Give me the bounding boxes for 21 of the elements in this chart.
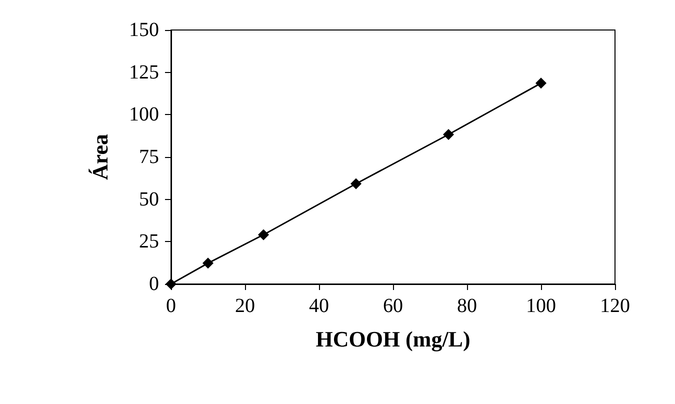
x-tick-label: 100 bbox=[526, 295, 556, 317]
point bbox=[258, 229, 269, 240]
y-tick-label: 150 bbox=[129, 19, 159, 41]
x-axis-title: HCOOH (mg/L) bbox=[316, 326, 470, 352]
x-tick-label: 120 bbox=[600, 295, 630, 317]
x-tick-label: 20 bbox=[235, 295, 255, 317]
y-tick-label: 50 bbox=[139, 188, 159, 210]
y-tick-label: 100 bbox=[129, 104, 159, 126]
y-axis-title: Área bbox=[88, 134, 112, 180]
point bbox=[350, 178, 362, 190]
y-tick-label: 0 bbox=[149, 273, 159, 295]
x-tick-label: 40 bbox=[309, 295, 329, 317]
x-tick-label: 0 bbox=[166, 295, 176, 317]
x-tick-label: 60 bbox=[383, 295, 403, 317]
point bbox=[202, 258, 214, 269]
y-tick-label: 25 bbox=[139, 230, 159, 253]
point bbox=[443, 128, 454, 140]
point bbox=[536, 78, 546, 89]
x-tick-label: 80 bbox=[457, 295, 477, 317]
y-tick-label: 125 bbox=[129, 61, 159, 84]
y-tick-label: 75 bbox=[139, 146, 159, 168]
